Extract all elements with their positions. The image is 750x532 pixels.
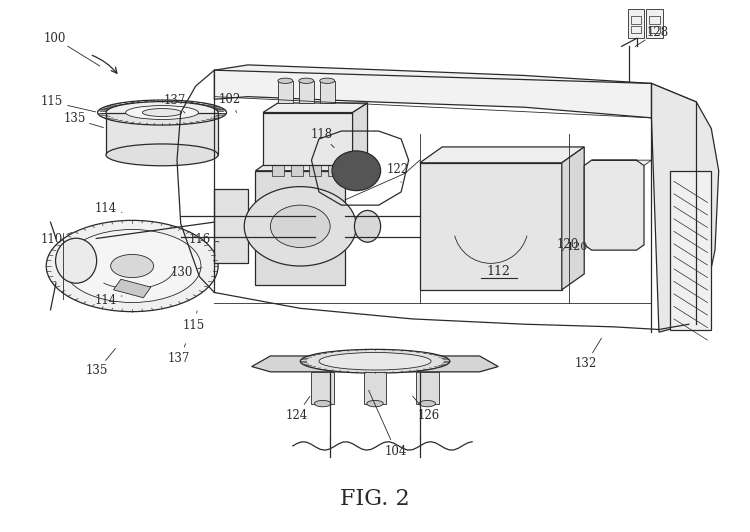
Text: 115: 115 [183, 319, 206, 332]
Circle shape [244, 187, 356, 266]
Polygon shape [311, 372, 334, 404]
Circle shape [271, 205, 330, 247]
Ellipse shape [106, 102, 218, 123]
Text: 118: 118 [310, 128, 332, 142]
Polygon shape [256, 157, 364, 171]
Polygon shape [592, 160, 652, 165]
Text: 132: 132 [574, 358, 597, 370]
Ellipse shape [320, 78, 334, 84]
Text: 122: 122 [386, 163, 409, 176]
Ellipse shape [111, 254, 154, 278]
Polygon shape [670, 171, 711, 329]
Ellipse shape [355, 211, 380, 242]
Polygon shape [584, 160, 644, 250]
Text: 102: 102 [218, 93, 241, 106]
Polygon shape [420, 147, 584, 163]
Polygon shape [278, 81, 292, 103]
Polygon shape [214, 189, 248, 263]
Text: FIG. 2: FIG. 2 [340, 488, 410, 510]
Polygon shape [652, 84, 718, 332]
Text: 128: 128 [646, 26, 668, 39]
Ellipse shape [319, 353, 431, 370]
Polygon shape [263, 103, 368, 113]
Text: 135: 135 [86, 364, 108, 377]
Text: 137: 137 [164, 94, 186, 107]
Ellipse shape [300, 350, 450, 373]
Text: 116: 116 [188, 233, 211, 246]
Text: 120: 120 [567, 243, 589, 253]
Polygon shape [328, 163, 340, 176]
Polygon shape [352, 103, 368, 165]
Polygon shape [298, 81, 314, 103]
Polygon shape [113, 279, 151, 298]
Ellipse shape [278, 78, 292, 84]
Ellipse shape [314, 401, 331, 407]
Text: 124: 124 [286, 409, 308, 422]
Polygon shape [420, 163, 562, 290]
Text: 100: 100 [44, 32, 67, 45]
Text: 130: 130 [171, 266, 194, 279]
Text: 137: 137 [168, 352, 190, 365]
Ellipse shape [142, 109, 182, 117]
Polygon shape [416, 372, 439, 404]
Ellipse shape [367, 401, 383, 407]
Ellipse shape [106, 144, 218, 166]
Polygon shape [252, 356, 498, 372]
Polygon shape [309, 163, 321, 176]
Polygon shape [628, 10, 644, 38]
Text: 115: 115 [41, 95, 63, 109]
Polygon shape [106, 113, 218, 155]
Polygon shape [214, 65, 696, 123]
Text: 135: 135 [64, 112, 86, 126]
Text: 114: 114 [94, 294, 117, 307]
Text: 104: 104 [385, 445, 407, 458]
Polygon shape [263, 113, 352, 165]
Text: 110: 110 [41, 233, 63, 246]
Ellipse shape [125, 105, 199, 120]
Text: 120: 120 [556, 238, 579, 251]
Polygon shape [272, 163, 284, 176]
Polygon shape [290, 163, 302, 176]
Ellipse shape [64, 229, 201, 303]
Polygon shape [562, 147, 584, 290]
Ellipse shape [419, 401, 436, 407]
Polygon shape [320, 81, 334, 103]
Text: 112: 112 [486, 265, 510, 278]
Ellipse shape [46, 220, 218, 312]
Polygon shape [256, 171, 345, 285]
Polygon shape [646, 10, 663, 38]
Ellipse shape [332, 151, 380, 190]
Ellipse shape [56, 238, 97, 283]
Text: 114: 114 [94, 202, 117, 215]
Ellipse shape [298, 78, 314, 84]
Text: 126: 126 [418, 409, 440, 422]
Polygon shape [364, 372, 386, 404]
